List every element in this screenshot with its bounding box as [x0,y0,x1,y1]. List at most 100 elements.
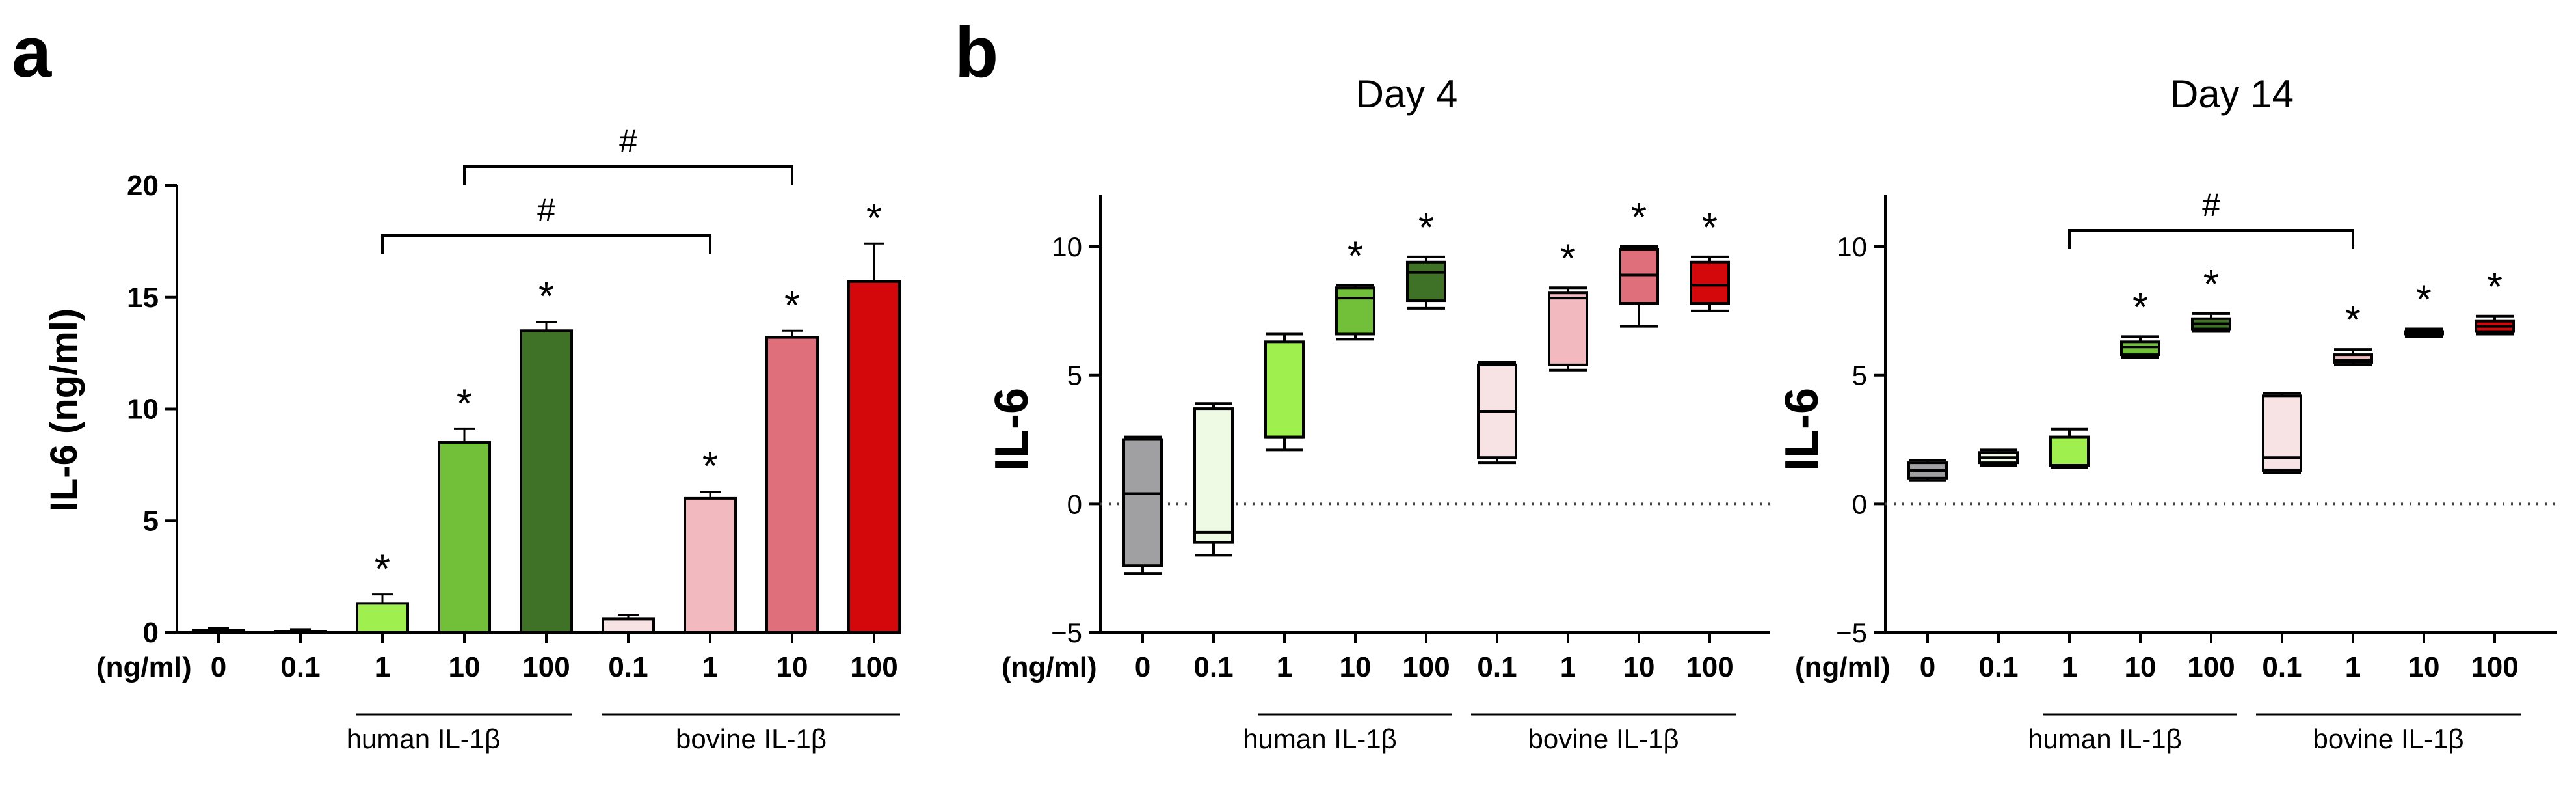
y-tick-label: 0 [1852,489,1867,519]
comparison-bracket [2068,229,2354,249]
box [1548,291,1588,366]
y-tick-label: 0 [143,617,159,649]
significance-star: * [784,283,800,328]
box-chart-day4: Day 4 IL-6 −5 0 5 10 (ng/ml) 0 0.1 1 10 100 0.1 1 10 10… [986,72,1770,754]
y-tick-label: 5 [143,505,159,537]
y-tick-label: 20 [127,170,159,202]
x-tick-label: 10 [777,651,808,683]
y-tick-label: −5 [1051,617,1082,648]
x-tick-label: 100 [522,651,570,683]
significance-star: * [457,381,472,426]
x-tick-label: 0 [1920,651,1935,683]
bar [602,617,655,634]
x-tick-label: 10 [449,651,481,683]
box [1193,407,1234,544]
x-tick-label: 0.1 [608,651,648,683]
y-axis-label: IL-6 [986,388,1038,471]
x-tick-label: 1 [375,651,390,683]
box [1690,260,1730,305]
unit-label: (ng/ml) [96,651,192,683]
group-label: bovine IL-1β [2313,724,2464,754]
significance-star: * [2416,278,2432,323]
y-tick-label: 5 [1852,360,1867,391]
significance-star: * [702,444,718,489]
significance-star: * [866,196,882,241]
y-axis-label: IL-6 (ng/ml) [43,308,85,512]
chart-title: Day 14 [2170,72,2294,116]
x-tick-label: 0.1 [1477,651,1517,683]
y-tick-label: −5 [1836,617,1867,648]
y-tick-label: 15 [127,282,159,314]
significance-star: * [1418,206,1434,251]
x-tick-label: 100 [850,651,897,683]
significance-star: * [1631,195,1647,240]
box-chart-day14: Day 14 IL-6 −5 0 5 10 (ng/ml) 0 0.1 1 10 100 0.1 1 10 1… [1776,72,2557,754]
y-tick-label: 10 [1837,232,1867,262]
x-tick-label: 10 [2408,651,2440,683]
x-tick-label: 1 [2345,651,2361,683]
x-tick-label: 0 [211,651,226,683]
significance-star: * [1702,206,1718,251]
y-tick-label: 5 [1067,360,1082,391]
y-tick-label: 10 [127,394,159,426]
x-tick-label: 100 [2471,651,2518,683]
x-tick-label: 100 [2187,651,2235,683]
y-tick-label: 10 [1052,232,1082,262]
comparison-label: # [619,123,637,159]
significance-star: * [2487,265,2503,310]
significance-star: * [2203,262,2219,307]
bar [192,629,245,634]
group-label: human IL-1β [2028,724,2182,754]
comparison-bracket [381,234,711,254]
significance-star: * [375,547,390,592]
y-tick-label: 0 [1067,489,1082,519]
comparison-bracket [463,165,793,185]
x-tick-label: 0 [1135,651,1150,683]
y-axis-label: IL-6 [1776,388,1828,471]
unit-label: (ng/ml) [1002,651,1097,683]
significance-star: * [2345,298,2361,343]
group-label: human IL-1β [1243,724,1397,754]
x-tick-label: 0.1 [1978,651,2018,683]
panel-letter-a: a [12,12,52,92]
chart-title: Day 4 [1356,72,1458,116]
x-tick-label: 0.1 [2262,651,2302,683]
box [1335,286,1375,336]
comparison-label: # [537,192,555,228]
group-label: bovine IL-1β [676,724,827,754]
group-label: bovine IL-1β [1528,724,1679,754]
x-tick-label: 0.1 [280,651,320,683]
bar [356,602,409,634]
x-tick-label: 100 [1402,651,1450,683]
unit-label: (ng/ml) [1795,651,1891,683]
bar [847,280,901,634]
box [2049,435,2090,467]
significance-star: * [1560,236,1576,281]
x-tick-label: 1 [702,651,718,683]
x-tick-label: 100 [1686,651,1733,683]
bar [520,329,573,634]
bar [438,441,491,634]
significance-star: * [538,275,554,319]
x-tick-label: 10 [1340,651,1372,683]
x-tick-label: 0.1 [1193,651,1233,683]
comparison-label: # [2202,187,2220,223]
significance-star: * [2132,285,2148,330]
bar [684,496,737,634]
x-tick-label: 1 [1277,651,1292,683]
x-tick-label: 10 [1623,651,1655,683]
box [1122,438,1163,567]
group-label: human IL-1β [347,724,501,754]
box [2262,394,2302,472]
significance-star: * [1348,234,1363,278]
x-tick-label: 10 [2125,651,2157,683]
x-tick-label: 1 [2062,651,2077,683]
x-tick-label: 1 [1560,651,1576,683]
bar [765,336,819,634]
bar [274,630,327,634]
panel-letter-b: b [955,12,998,92]
box [1406,260,1446,303]
box [1264,340,1305,439]
